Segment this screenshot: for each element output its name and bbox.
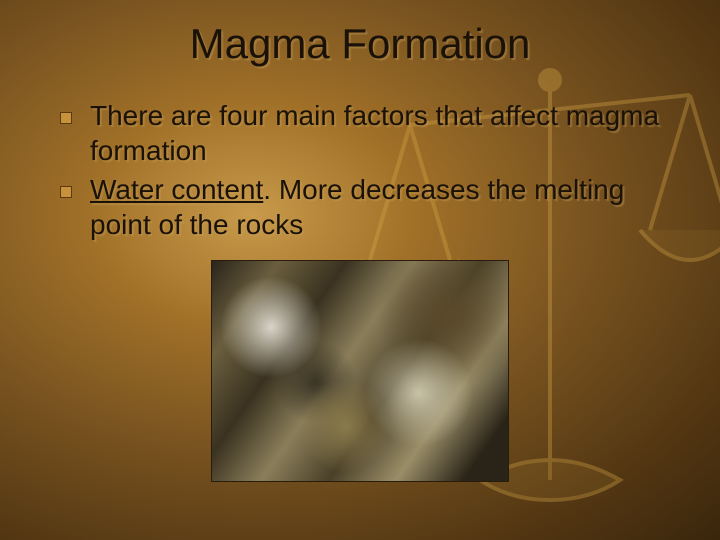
slide-title: Magma Formation (0, 0, 720, 68)
bullet-icon (60, 112, 72, 124)
bullet-icon (60, 186, 72, 198)
rock-water-image (211, 260, 509, 482)
list-item: Water content. More decreases the meltin… (60, 172, 680, 242)
underlined-term: Water content (90, 174, 263, 205)
list-item: There are four main factors that affect … (60, 98, 680, 168)
image-container (0, 260, 720, 487)
bullet-list: There are four main factors that affect … (0, 68, 720, 242)
bullet-text: There are four main factors that affect … (90, 98, 680, 168)
bullet-text: Water content. More decreases the meltin… (90, 172, 680, 242)
